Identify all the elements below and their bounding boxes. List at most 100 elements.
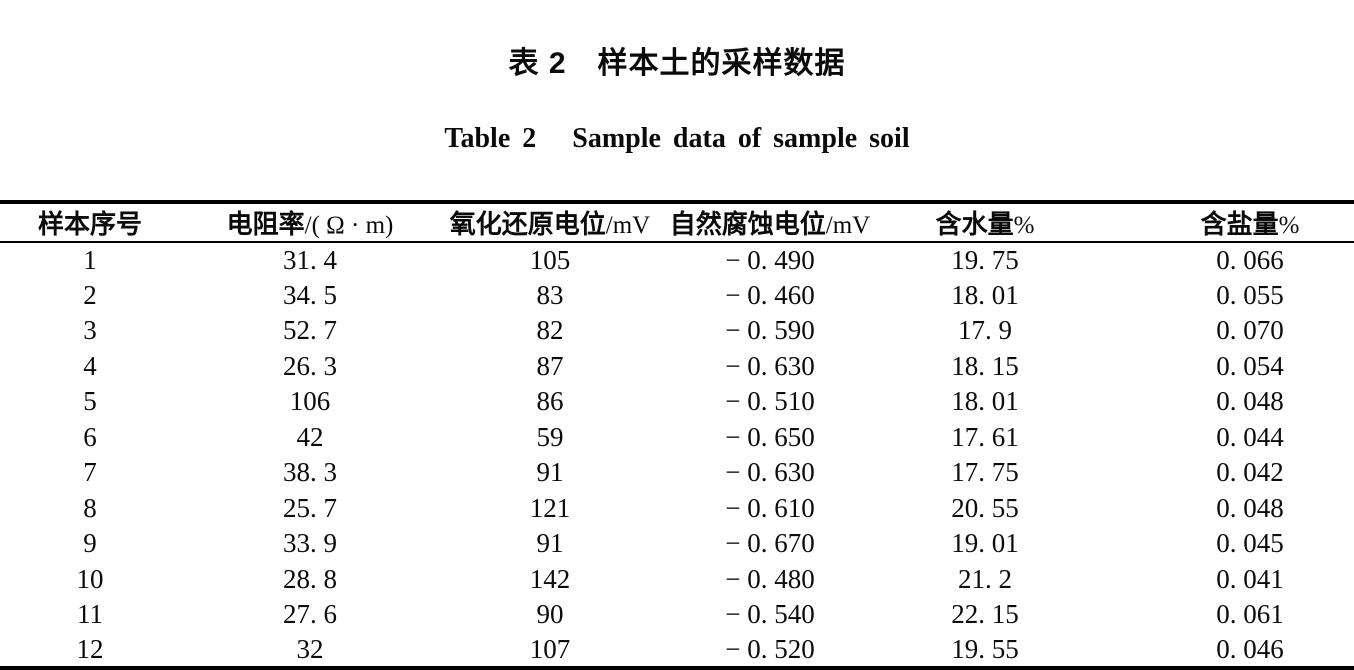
table-cell: − 0. 590 <box>725 315 815 346</box>
table-cell: 106 <box>289 386 331 417</box>
table-cell: − 0. 670 <box>725 528 815 559</box>
table-cell: 4 <box>83 350 97 381</box>
table-cell: 17. 9 <box>958 315 1012 346</box>
table-cell: 18. 01 <box>951 279 1019 310</box>
table-row: 11 27. 6 90 − 0. 540 22. 15 0. 061 <box>0 597 1354 633</box>
table-body: 1 31. 4 105− 0. 490 19. 75 0. 066 2 34. 5 83− 0… <box>0 242 1354 668</box>
table-title-zh: 表 2 样本土的采样数据 <box>508 47 846 80</box>
table-cell: 18. 01 <box>951 386 1019 417</box>
table-cell: 19. 01 <box>951 528 1019 559</box>
column-header-6: 含盐量% <box>1090 202 1354 242</box>
table-row: 9 33. 9 91 − 0. 670 19. 01 0. 045 <box>0 526 1354 562</box>
table-cell: 59 <box>536 421 564 452</box>
table-cell: 38. 3 <box>283 457 337 488</box>
column-label: 含盐量 <box>1200 209 1279 239</box>
table-cell: − 0. 460 <box>725 279 815 310</box>
table-cell: 33. 9 <box>283 528 337 559</box>
table-row: 5 106 86 − 0. 510 18. 01 0. 048 <box>0 384 1354 420</box>
table-cell: 121 <box>529 492 571 523</box>
table-cell: 7 <box>83 457 97 488</box>
column-label: 样本序号 <box>37 209 142 239</box>
table-cell: 0. 055 <box>1216 279 1284 310</box>
table-title-en: Table 2 Sample data of sample soil <box>444 123 910 154</box>
table-cell: 42 <box>296 421 324 452</box>
table-cell: 87 <box>536 350 564 381</box>
table-header-row: 样本序号 电阻率/( Ω · m) 氧化还原电位/mV 自然腐蚀电位/mV 含水量% 含盐… <box>0 202 1354 242</box>
table-row: 7 38. 3 91 − 0. 630 17. 75 0. 042 <box>0 455 1354 491</box>
column-unit: % <box>1278 212 1300 239</box>
table-cell: 11 <box>77 599 103 630</box>
table-row: 6 42 59 − 0. 650 17. 61 0. 044 <box>0 420 1354 456</box>
table-cell: − 0. 650 <box>725 421 815 452</box>
table-cell: 18. 15 <box>951 350 1019 381</box>
table-cell: 105 <box>529 244 571 275</box>
sample-soil-data-table: 样本序号 电阻率/( Ω · m) 氧化还原电位/mV 自然腐蚀电位/mV 含水量% 含盐… <box>0 200 1354 670</box>
table-row: 4 26. 3 87 − 0. 630 18. 15 0. 054 <box>0 349 1354 385</box>
table-cell: − 0. 520 <box>725 633 815 664</box>
table-cell: 0. 048 <box>1216 386 1284 417</box>
table-cell: 17. 75 <box>951 457 1019 488</box>
table-cell: 0. 044 <box>1216 421 1284 452</box>
table-cell: 28. 8 <box>283 563 337 594</box>
table-cell: 32 <box>296 633 324 664</box>
table-cell: 142 <box>529 563 571 594</box>
table-row: 1 31. 4 105 − 0. 490 19. 75 0. 066 <box>0 242 1354 278</box>
table-cell: 91 <box>536 457 564 488</box>
table-cell: 0. 054 <box>1216 350 1284 381</box>
column-header-4: 自然腐蚀电位/mV <box>660 202 880 242</box>
table-cell: − 0. 630 <box>725 457 815 488</box>
column-unit: /( Ω · m) <box>304 212 394 239</box>
column-label: 电阻率 <box>226 209 305 239</box>
table-cell: 90 <box>536 599 564 630</box>
table-cell: 31. 4 <box>283 244 337 275</box>
table-cell: 34. 5 <box>283 279 337 310</box>
table-cell: 86 <box>536 386 564 417</box>
table-cell: 1 <box>83 244 97 275</box>
table-cell: 0. 048 <box>1216 492 1284 523</box>
table-cell: − 0. 610 <box>725 492 815 523</box>
table-row: 3 52. 7 82 − 0. 590 17. 9 0. 070 <box>0 313 1354 349</box>
table-cell: 0. 061 <box>1216 599 1284 630</box>
table-cell: 3 <box>83 315 97 346</box>
column-header-1: 样本序号 <box>0 202 180 242</box>
column-unit: /mV <box>825 212 871 239</box>
column-label: 自然腐蚀电位 <box>669 209 826 239</box>
table-cell: − 0. 510 <box>725 386 815 417</box>
table-row: 2 34. 5 83 − 0. 460 18. 01 0. 055 <box>0 278 1354 314</box>
table-cell: 0. 066 <box>1216 244 1284 275</box>
table-cell: 6 <box>83 421 97 452</box>
table-header: 样本序号 电阻率/( Ω · m) 氧化还原电位/mV 自然腐蚀电位/mV 含水量% 含盐… <box>0 202 1354 242</box>
table-cell: 91 <box>536 528 564 559</box>
table-cell: 0. 045 <box>1216 528 1284 559</box>
table-cell: − 0. 480 <box>725 563 815 594</box>
table-cell: 0. 041 <box>1216 563 1284 594</box>
table-cell: 0. 046 <box>1216 633 1284 664</box>
table-cell: 0. 070 <box>1216 315 1284 346</box>
table-row: 10 28. 8 142 − 0. 480 21. 2 0. 041 <box>0 562 1354 598</box>
table-cell: 25. 7 <box>283 492 337 523</box>
column-header-3: 氧化还原电位/mV <box>440 202 660 242</box>
table-row: 12 32 107 − 0. 520 19. 55 0. 046 <box>0 633 1354 669</box>
table-cell: 21. 2 <box>958 563 1012 594</box>
column-header-2: 电阻率/( Ω · m) <box>180 202 440 242</box>
table-cell: 9 <box>83 528 97 559</box>
table-cell: 20. 55 <box>951 492 1019 523</box>
column-header-5: 含水量% <box>880 202 1090 242</box>
table-cell: 107 <box>529 633 571 664</box>
table-cell: 5 <box>83 386 97 417</box>
table-cell: 17. 61 <box>951 421 1019 452</box>
table-cell: − 0. 540 <box>725 599 815 630</box>
column-label: 含水量 <box>935 209 1014 239</box>
table-cell: 12 <box>76 633 104 664</box>
column-label: 氧化还原电位 <box>449 209 606 239</box>
column-unit: % <box>1013 212 1035 239</box>
table-cell: 2 <box>83 279 97 310</box>
table-cell: 27. 6 <box>283 599 337 630</box>
table-caption: 表 2 样本土的采样数据 Table 2 Sample data of samp… <box>0 0 1354 200</box>
table-cell: 52. 7 <box>283 315 337 346</box>
table-cell: − 0. 630 <box>725 350 815 381</box>
table-cell: − 0. 490 <box>725 244 815 275</box>
table-cell: 83 <box>536 279 564 310</box>
table-cell: 10 <box>76 563 104 594</box>
